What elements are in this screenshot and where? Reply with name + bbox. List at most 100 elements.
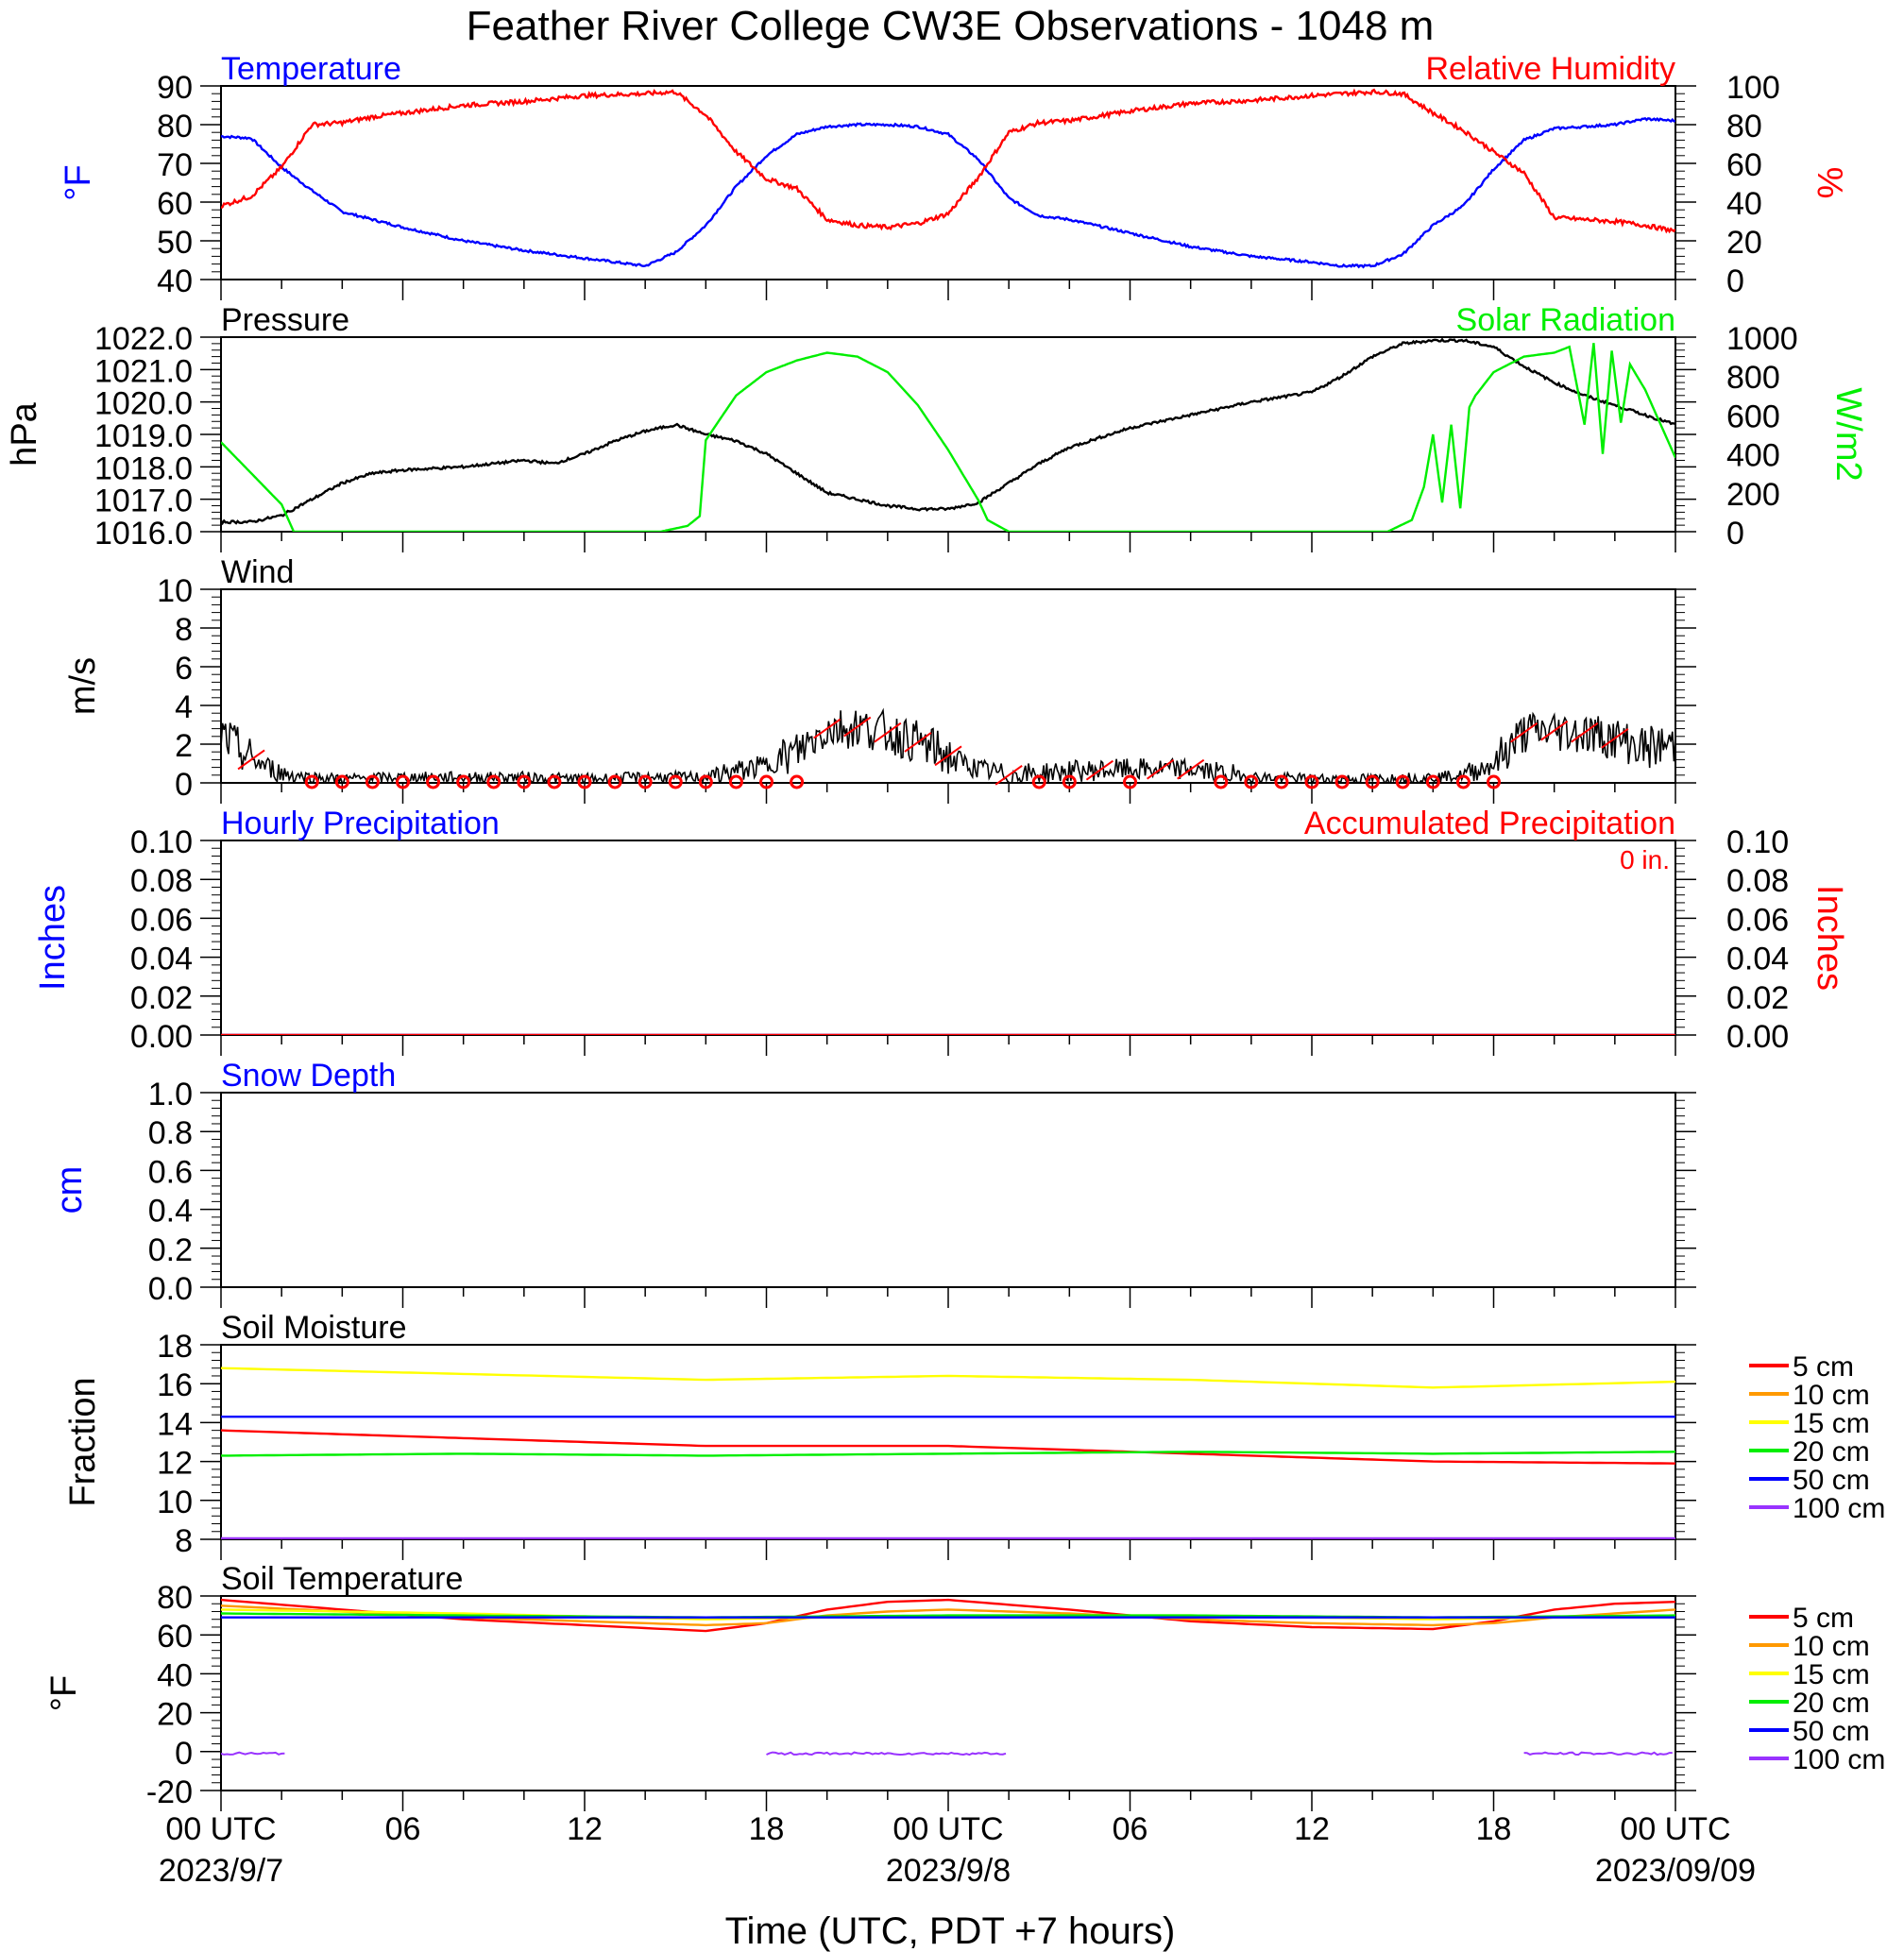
panel-title-right: Relative Humidity — [1425, 51, 1675, 87]
calm-wind-marker — [365, 774, 380, 789]
panel-title-left: Soil Temperature — [221, 1561, 463, 1597]
series-line-relative-humidity — [221, 88, 1675, 234]
y-tick-label: 20 — [157, 1697, 193, 1733]
y-tick-label: 1016.0 — [94, 516, 193, 552]
y-axis-label: °F — [44, 1675, 84, 1711]
wind-barb — [934, 745, 962, 767]
precip-total-annotation: 0 in. — [1620, 845, 1670, 874]
y-tick-label: 0.10 — [130, 824, 193, 860]
panel-title-right: Accumulated Precipitation — [1304, 806, 1675, 841]
y-tick-label: 0.02 — [130, 980, 193, 1016]
legend-label: 50 cm — [1793, 1716, 1870, 1747]
series-line-15-cm — [221, 1366, 1675, 1389]
y-tick-label: 0.06 — [130, 902, 193, 938]
y2-axis-label: W/m2 — [1828, 387, 1868, 481]
calm-wind-marker — [1274, 774, 1289, 789]
calm-wind-marker — [668, 774, 683, 789]
y2-tick-label: 60 — [1726, 147, 1762, 183]
x-date-label: 2023/9/7 — [159, 1853, 283, 1889]
legend-label: 20 cm — [1793, 1436, 1870, 1468]
calm-wind-marker — [1304, 774, 1319, 789]
panel-title-left: Hourly Precipitation — [221, 806, 500, 841]
y-tick-label: 1020.0 — [94, 386, 193, 422]
calm-wind-marker — [304, 774, 319, 789]
y-tick-label: 0.08 — [130, 863, 193, 899]
legend-label: 20 cm — [1793, 1688, 1870, 1719]
calm-wind-marker — [698, 774, 713, 789]
y-tick-label: 0.6 — [148, 1154, 193, 1190]
y-tick-label: 0.0 — [148, 1271, 193, 1307]
series-line-5-cm — [221, 1429, 1675, 1465]
series-line-solar-radiation — [221, 343, 1675, 532]
wind-barb — [904, 732, 932, 753]
x-tick-label: 06 — [1113, 1811, 1148, 1847]
calm-wind-marker — [577, 774, 592, 789]
panel-title-left: Soil Moisture — [221, 1310, 407, 1346]
y2-tick-label: 200 — [1726, 477, 1780, 513]
x-date-label: 2023/09/09 — [1595, 1853, 1756, 1889]
wind-barb — [1085, 759, 1114, 781]
y-tick-label: -20 — [146, 1774, 193, 1810]
x-tick-label: 00 UTC — [165, 1811, 276, 1847]
series-line-wind — [221, 707, 1675, 783]
panel-frame-snow — [220, 1092, 1676, 1288]
legend-label: 100 cm — [1793, 1744, 1885, 1775]
y2-tick-label: 80 — [1726, 109, 1762, 144]
calm-wind-marker — [728, 774, 743, 789]
legend-label: 15 cm — [1793, 1659, 1870, 1690]
calm-wind-marker — [1487, 774, 1501, 789]
x-tick-label: 12 — [1294, 1811, 1330, 1847]
y-axis-label: m/s — [63, 657, 103, 715]
y-tick-label: 70 — [157, 147, 193, 183]
chart-title: Feather River College CW3E Observations … — [467, 3, 1435, 49]
panel-frame-wind — [220, 588, 1676, 784]
y2-tick-label: 0.06 — [1726, 902, 1789, 938]
y-axis-label: Fraction — [63, 1377, 103, 1506]
y2-tick-label: 0.08 — [1726, 863, 1789, 899]
x-tick-label: 18 — [749, 1811, 785, 1847]
wind-barb — [874, 721, 902, 743]
y-tick-label: 60 — [157, 1619, 193, 1655]
y-tick-label: 0.00 — [130, 1019, 193, 1055]
y-tick-label: 0.4 — [148, 1194, 193, 1230]
y2-tick-label: 100 — [1726, 70, 1780, 106]
calm-wind-marker — [547, 774, 562, 789]
y-tick-label: 18 — [157, 1329, 193, 1365]
calm-wind-marker — [1031, 774, 1046, 789]
y-tick-label: 1.0 — [148, 1077, 193, 1112]
y-axis-label: °F — [59, 164, 98, 200]
y-axis-label: hPa — [5, 401, 44, 466]
y2-tick-label: 600 — [1726, 399, 1780, 434]
series-line-100-cm — [221, 1751, 285, 1756]
calm-wind-marker — [1425, 774, 1440, 789]
wind-barb — [1571, 721, 1599, 743]
calm-wind-marker — [1365, 774, 1380, 789]
calm-wind-marker — [517, 774, 532, 789]
y-tick-label: 16 — [157, 1367, 193, 1403]
calm-wind-marker — [456, 774, 471, 789]
x-tick-label: 06 — [385, 1811, 421, 1847]
y2-tick-label: 800 — [1726, 360, 1780, 396]
y-tick-label: 1019.0 — [94, 418, 193, 454]
calm-wind-marker — [790, 774, 805, 789]
panel-frame-pressure-solar — [220, 336, 1676, 533]
legend-label: 50 cm — [1793, 1465, 1870, 1496]
y-tick-label: 90 — [157, 70, 193, 106]
panel-frame-precipitation — [220, 840, 1676, 1036]
y2-tick-label: 0.00 — [1726, 1019, 1789, 1055]
calm-wind-marker — [1334, 774, 1350, 789]
series-line-100-cm — [766, 1751, 1007, 1757]
y-tick-label: 2 — [175, 728, 193, 764]
y2-tick-label: 40 — [1726, 186, 1762, 222]
y2-tick-label: 20 — [1726, 225, 1762, 261]
calm-wind-marker — [1062, 774, 1077, 789]
panel-frame-temperature-humidity — [220, 85, 1676, 280]
y-tick-label: 8 — [175, 1523, 193, 1559]
series-line-temperature — [221, 116, 1675, 269]
y-tick-label: 0.8 — [148, 1115, 193, 1151]
y2-tick-label: 0.04 — [1726, 942, 1789, 977]
y-tick-label: 80 — [157, 109, 193, 144]
calm-wind-marker — [396, 774, 410, 789]
y-tick-label: 40 — [157, 1657, 193, 1693]
